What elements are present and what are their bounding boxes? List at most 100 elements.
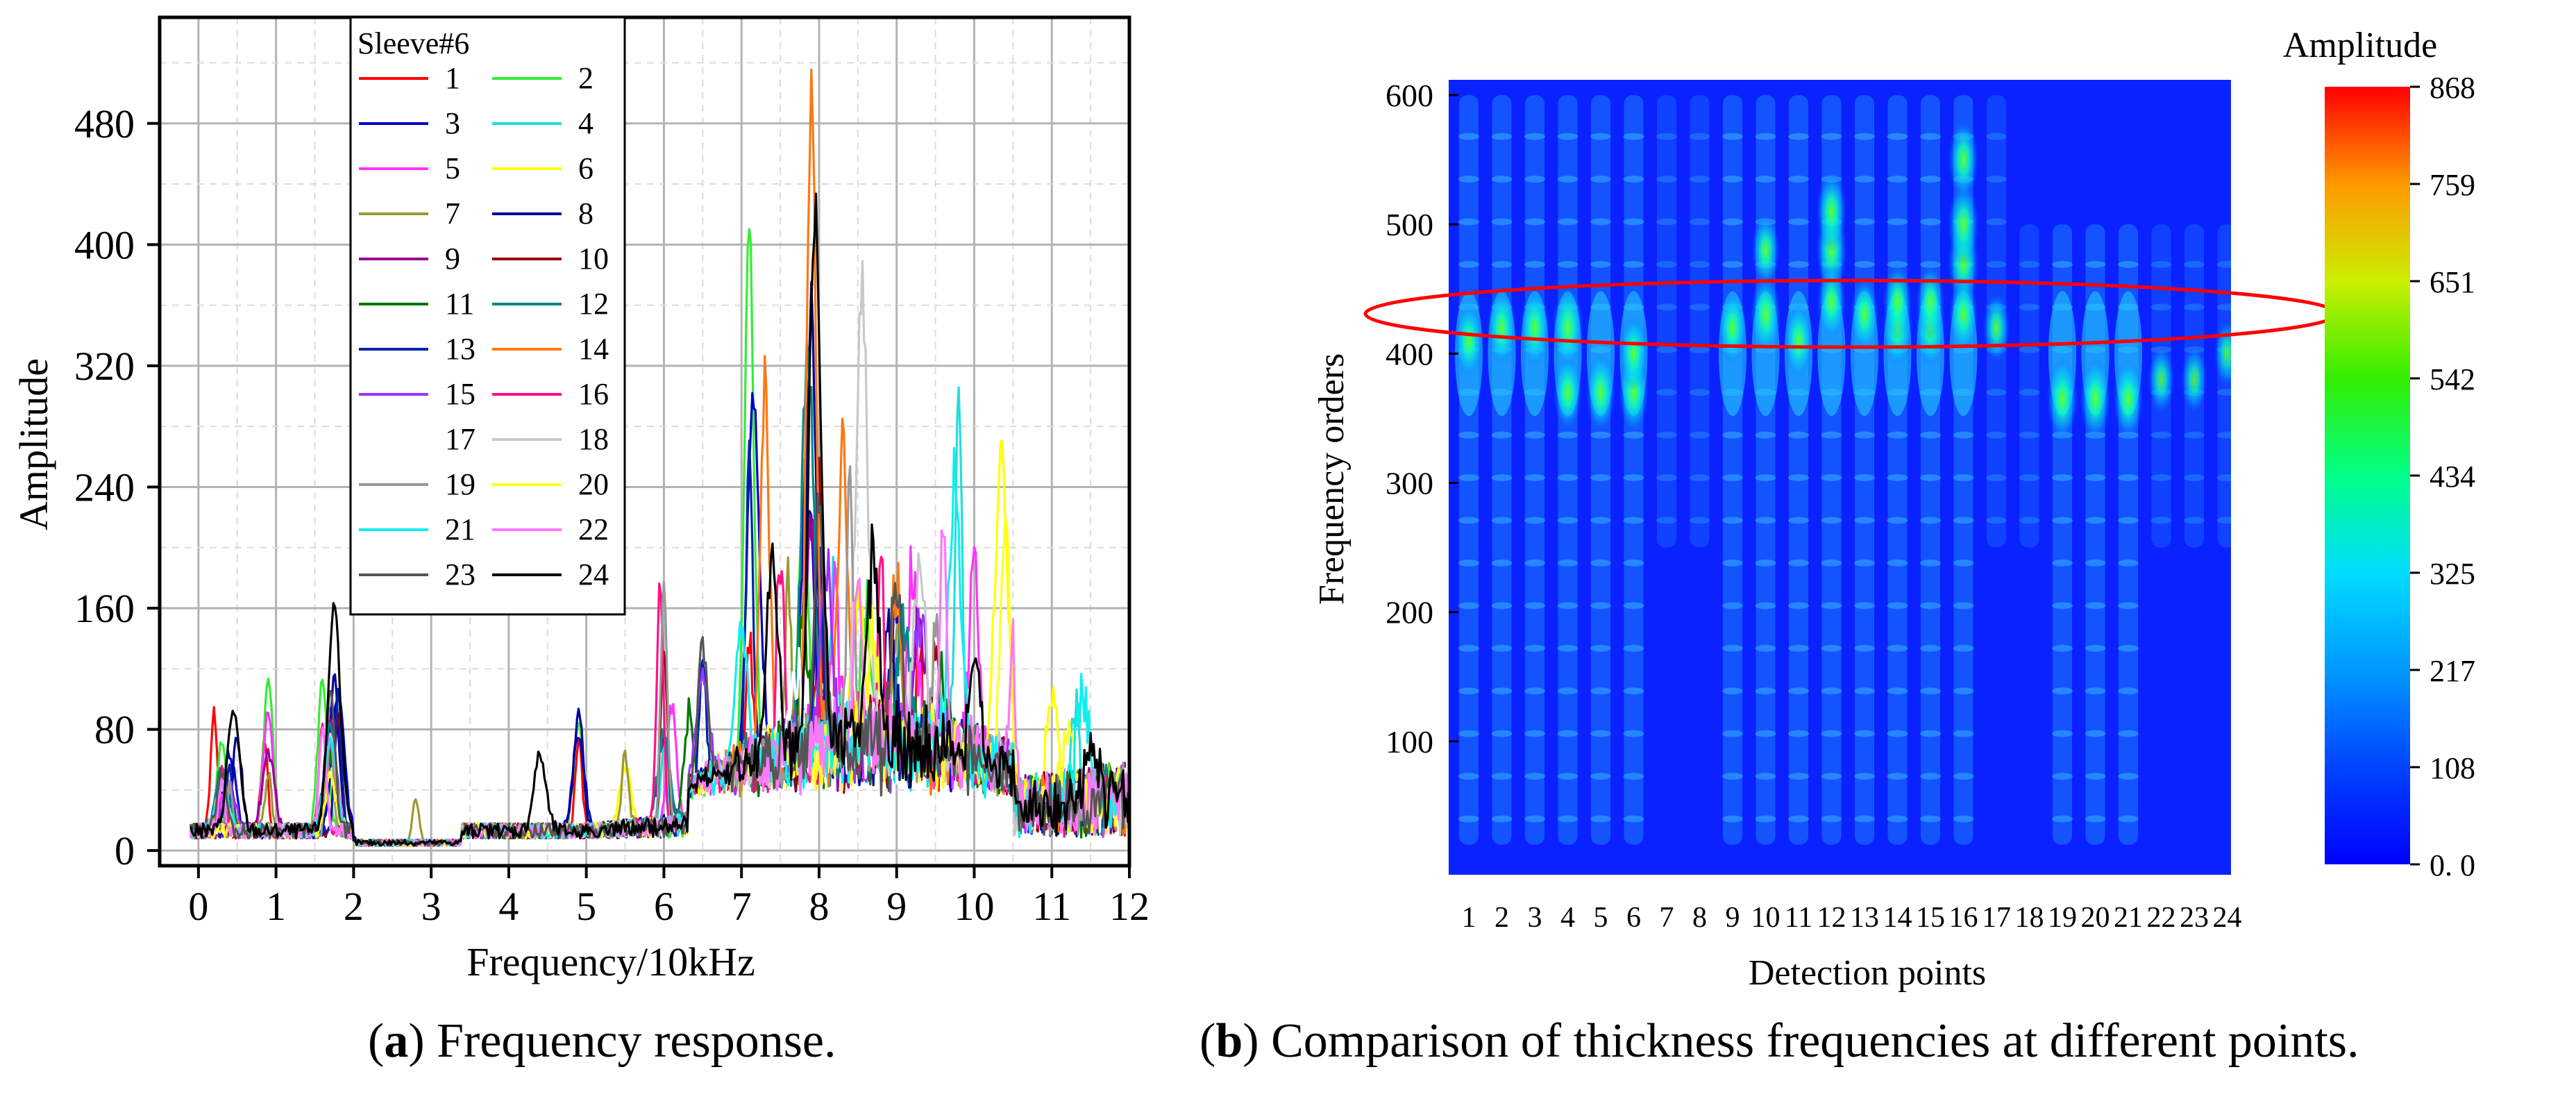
colorbar (2325, 87, 2410, 864)
heatmap-band (1887, 517, 1908, 524)
heatmap-band (1623, 730, 1644, 737)
heatmap-band (2216, 474, 2231, 482)
x-tick-label-a: 4 (498, 884, 519, 929)
heatmap-band (1491, 773, 1513, 780)
y-tick-label-b: 500 (1386, 207, 1433, 242)
heatmap-band (2052, 602, 2073, 610)
heatmap-band (1887, 176, 1908, 183)
heatmap-band (1920, 474, 1941, 482)
heatmap-band (1524, 644, 1545, 652)
heatmap-band (1722, 176, 1743, 183)
heatmap-band (1920, 517, 1941, 524)
heatmap-band (1854, 474, 1875, 482)
heatmap-band (1623, 133, 1644, 140)
heatmap-band (1722, 218, 1743, 226)
heatmap-band (1590, 176, 1611, 183)
x-tick-label-b: 23 (2180, 902, 2209, 934)
caption-a-letter: a (384, 1014, 409, 1068)
heatmap-hot-spot (1850, 278, 1879, 352)
heatmap-band (1524, 176, 1545, 183)
heatmap-hot-spot (1916, 265, 1945, 339)
heatmap-band (2118, 644, 2139, 652)
heatmap-band (1590, 730, 1611, 737)
legend-label-11: 11 (445, 287, 474, 321)
heatmap-band (1887, 133, 1908, 140)
heatmap-band (2216, 303, 2231, 311)
heatmap-band (1458, 517, 1479, 524)
heatmap-band (2052, 474, 2073, 482)
heatmap-band (1590, 687, 1611, 695)
heatmap-band (1788, 559, 1809, 567)
heatmap-band (1854, 176, 1875, 183)
heatmap-band (1887, 559, 1908, 567)
heatmap-band (2052, 644, 2073, 652)
heatmap-band (1689, 133, 1710, 140)
heatmap-band (2085, 687, 2106, 695)
heatmap-band (1854, 559, 1875, 567)
heatmap-band (1557, 559, 1579, 567)
legend-label-18: 18 (578, 422, 609, 456)
legend-label-16: 16 (578, 377, 609, 411)
caption-a: (a) Frequency response. (368, 1014, 836, 1068)
legend-label-15: 15 (445, 377, 475, 411)
heatmap-band (1788, 218, 1809, 226)
heatmap-band (1623, 474, 1644, 482)
heatmap-band (1887, 773, 1908, 780)
legend-label-21: 21 (445, 512, 475, 546)
heatmap-band (1887, 687, 1908, 695)
heatmap-band (1722, 815, 1743, 823)
heatmap-band (1821, 644, 1842, 652)
heatmap-band (2118, 730, 2139, 737)
heatmap-band (1920, 133, 1941, 140)
heatmap-band (1491, 687, 1513, 695)
heatmap-band (1854, 687, 1875, 695)
heatmap-band (1755, 474, 1776, 482)
heatmap-band (2085, 602, 2106, 610)
heatmap-band (2118, 687, 2139, 695)
heatmap-band (1953, 730, 1974, 737)
heatmap-band (2118, 559, 2139, 567)
legend-box-a (349, 16, 626, 616)
heatmap-band (1491, 133, 1513, 140)
heatmap-band (1788, 260, 1809, 268)
heatmap-column-7 (1657, 95, 1676, 548)
y-tick-label-b: 600 (1386, 78, 1433, 113)
x-tick-label-b: 19 (2048, 902, 2077, 934)
heatmap-band (2052, 730, 2073, 737)
heatmap-band (1623, 773, 1644, 780)
heatmap-band (2150, 303, 2172, 311)
heatmap-band (2085, 773, 2106, 780)
heatmap-band (1821, 773, 1842, 780)
heatmap-band (1524, 517, 1545, 524)
colorbar-tick-label: 759 (2430, 168, 2475, 202)
heatmap-band (1821, 559, 1842, 567)
heatmap-band (1590, 773, 1611, 780)
heatmap-band (2184, 303, 2205, 311)
heatmap-band (1920, 773, 1941, 780)
heatmap-band (2216, 431, 2231, 439)
x-tick-label-b: 22 (2147, 902, 2176, 934)
heatmap-band (1458, 602, 1479, 610)
heatmap-band (1755, 431, 1776, 439)
heatmap-band (1755, 815, 1776, 823)
legend-label-1: 1 (445, 61, 460, 95)
heatmap-band (1590, 474, 1611, 482)
x-tick-label-b: 2 (1495, 902, 1509, 934)
heatmap-band (1887, 644, 1908, 652)
heatmap-band (1854, 730, 1875, 737)
heatmap-band (1590, 815, 1611, 823)
heatmap-band (1656, 346, 1677, 353)
heatmap-band (1755, 517, 1776, 524)
x-tick-label-b: 11 (1785, 902, 1812, 934)
heatmap-band (2216, 260, 2231, 268)
heatmap-band (1524, 260, 1545, 268)
legend-label-10: 10 (578, 242, 609, 276)
colorbar-tick-label: 108 (2430, 751, 2475, 785)
heatmap-band (1590, 644, 1611, 652)
heatmap-band (2052, 687, 2073, 695)
x-tick-label-b: 6 (1626, 902, 1641, 934)
series-lines-a (190, 68, 1129, 847)
legend-label-8: 8 (578, 196, 594, 230)
